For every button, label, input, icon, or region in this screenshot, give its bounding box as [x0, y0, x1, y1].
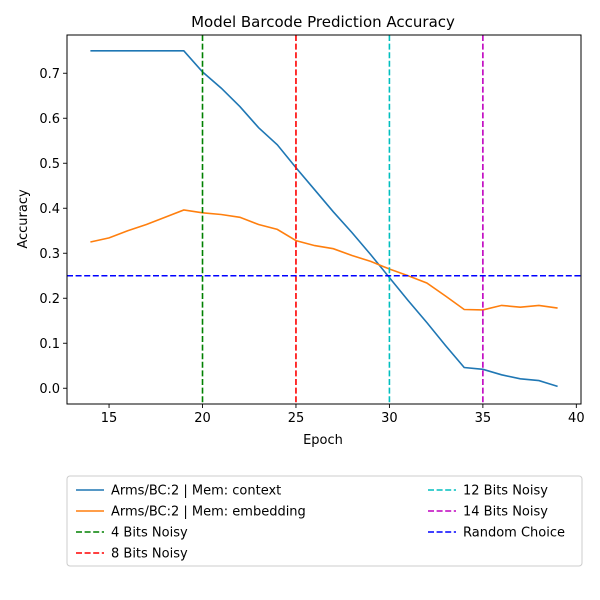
- y-tick-label: 0.3: [39, 247, 60, 262]
- plot-frame: [66, 34, 582, 405]
- chart-title: Model Barcode Prediction Accuracy: [191, 13, 455, 31]
- series-line-2: [90, 209, 558, 311]
- legend-label: Random Choice: [463, 526, 565, 541]
- y-axis: 0.0 0.1 0.2 0.3 0.4 0.5 0.6 0.7: [39, 67, 67, 397]
- x-tick-label: 20: [194, 411, 211, 426]
- x-tick-label: 35: [475, 411, 492, 426]
- plot-layer: [67, 35, 581, 404]
- y-tick-label: 0.0: [39, 382, 60, 397]
- x-tick-label: 30: [381, 411, 398, 426]
- legend-frame: [66, 475, 583, 567]
- legend-label: 14 Bits Noisy: [463, 505, 548, 520]
- x-axis: 15 20 25 30 35 40: [101, 404, 585, 426]
- y-tick-label: 0.4: [39, 202, 60, 217]
- legend-label: 8 Bits Noisy: [111, 547, 188, 562]
- legend-items: Arms/BC:2 | Mem: context Arms/BC:2 | Mem:…: [76, 484, 565, 562]
- legend-label: Arms/BC:2 | Mem: embedding: [111, 505, 306, 520]
- series-line-1: [90, 49, 558, 388]
- legend: Arms/BC:2 | Mem: context Arms/BC:2 | Mem:…: [66, 475, 583, 567]
- y-tick-label: 0.5: [39, 157, 60, 172]
- y-tick-label: 0.6: [39, 112, 60, 127]
- y-axis-label: Accuracy: [16, 189, 31, 249]
- x-tick-label: 40: [568, 411, 585, 426]
- legend-label: 4 Bits Noisy: [111, 526, 188, 541]
- x-tick-label: 25: [288, 411, 305, 426]
- x-tick-label: 15: [101, 411, 118, 426]
- legend-label: 12 Bits Noisy: [463, 484, 548, 499]
- x-axis-label: Epoch: [303, 433, 343, 448]
- y-tick-label: 0.7: [39, 67, 60, 82]
- y-tick-label: 0.1: [39, 337, 60, 352]
- legend-label: Arms/BC:2 | Mem: context: [111, 484, 281, 499]
- y-tick-label: 0.2: [39, 292, 60, 307]
